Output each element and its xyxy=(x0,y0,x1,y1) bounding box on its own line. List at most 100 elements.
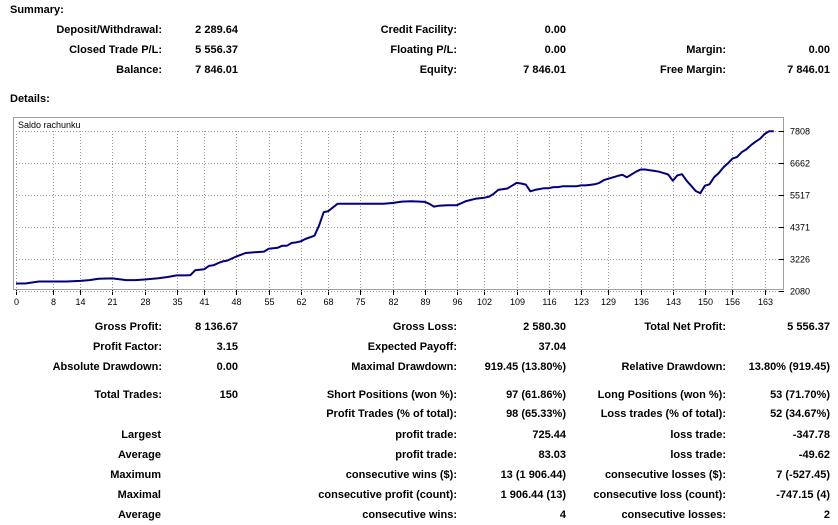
credit-facility-label: Credit Facility: xyxy=(380,24,457,36)
stat-label-row1-col3: Total Net Profit: xyxy=(644,321,726,333)
x-tick-label: 41 xyxy=(199,297,209,307)
x-tick-label: 129 xyxy=(601,297,616,307)
x-tick-label: 35 xyxy=(172,297,182,307)
details-heading: Details: xyxy=(10,93,50,105)
stat-value-row10-col2: 4 xyxy=(559,509,566,521)
stat-value-row1-col2: 2 580.30 xyxy=(523,321,566,333)
stat-value-row9-col2: 1 906.44 (13) xyxy=(500,489,566,501)
stat-value-row9-col3: -747.15 (4) xyxy=(776,489,830,501)
stat-label-row7-col2: profit trade: xyxy=(395,449,457,461)
deposit-withdrawal-value: 2 289.64 xyxy=(195,24,238,36)
x-tick-label: 62 xyxy=(296,297,306,307)
stat-label-row3-col2: Maximal Drawdown: xyxy=(351,361,457,373)
stat-label-row2-col1: Profit Factor: xyxy=(92,341,162,353)
x-tick-label: 48 xyxy=(231,297,241,307)
x-tick-label: 0 xyxy=(14,297,19,307)
stat-label-row10-col1: Average xyxy=(117,509,161,521)
stat-value-row3-col2: 919.45 (13.80%) xyxy=(484,361,566,373)
stat-label-row3-col3: Relative Drawdown: xyxy=(621,361,726,373)
balance-chart xyxy=(13,117,784,290)
y-tick-label: 7808 xyxy=(790,127,810,137)
x-tick-label: 123 xyxy=(574,297,589,307)
free-margin-value: 7 846.01 xyxy=(787,64,830,76)
x-tick-label: 21 xyxy=(107,297,117,307)
stat-value-row5-col3: 52 (34.67%) xyxy=(770,408,830,420)
equity-label: Equity: xyxy=(419,64,457,76)
stat-value-row10-col3: 2 xyxy=(823,509,830,521)
stat-label-row7-col1: Average xyxy=(117,449,161,461)
stat-label-row4-col2: Short Positions (won %): xyxy=(326,389,457,401)
stat-label-row7-col3: loss trade: xyxy=(670,449,726,461)
x-tick-label: 96 xyxy=(452,297,462,307)
stat-label-row1-col1: Gross Profit: xyxy=(94,321,162,333)
x-tick-label: 89 xyxy=(420,297,430,307)
stat-label-row8-col1: Maximum xyxy=(110,469,161,481)
stat-value-row3-col1: 0.00 xyxy=(216,361,238,373)
floating-pl-label: Floating P/L: xyxy=(390,44,457,56)
margin-value: 0.00 xyxy=(808,44,830,56)
stat-label-row5-col2: Profit Trades (% of total): xyxy=(326,408,457,420)
x-tick-label: 156 xyxy=(725,297,740,307)
stat-label-row3-col1: Absolute Drawdown: xyxy=(52,361,162,373)
stat-value-row4-col3: 53 (71.70%) xyxy=(770,389,830,401)
y-tick-label: 3226 xyxy=(790,255,810,265)
stat-value-row6-col3: -347.78 xyxy=(792,429,830,441)
stat-value-row2-col1: 3.15 xyxy=(216,341,238,353)
stat-value-row7-col3: -49.62 xyxy=(798,449,830,461)
x-tick-label: 150 xyxy=(698,297,713,307)
stat-value-row4-col2: 97 (61.86%) xyxy=(506,389,566,401)
stat-value-row4-col1: 150 xyxy=(219,389,238,401)
credit-facility-value: 0.00 xyxy=(544,24,566,36)
x-tick-label: 163 xyxy=(758,297,773,307)
closed-trade-pl-label: Closed Trade P/L: xyxy=(69,44,162,56)
margin-label: Margin: xyxy=(686,44,726,56)
y-tick-label: 5517 xyxy=(790,191,810,201)
stat-value-row5-col2: 98 (65.33%) xyxy=(506,408,566,420)
x-tick-label: 136 xyxy=(634,297,649,307)
x-tick-label: 116 xyxy=(542,297,556,307)
stat-label-row9-col3: consecutive loss (count): xyxy=(593,489,726,501)
balance-value: 7 846.01 xyxy=(195,64,238,76)
y-tick-label: 2080 xyxy=(790,287,810,297)
stat-label-row8-col3: consecutive losses ($): xyxy=(604,469,726,481)
stat-label-row1-col2: Gross Loss: xyxy=(392,321,457,333)
y-tick-label: 6662 xyxy=(790,159,810,169)
stat-label-row4-col3: Long Positions (won %): xyxy=(597,389,726,401)
balance-label: Balance: xyxy=(116,64,162,76)
stat-value-row8-col2: 13 (1 906.44) xyxy=(500,469,566,481)
stat-label-row10-col3: consecutive losses: xyxy=(621,509,726,521)
stat-label-row4-col1: Total Trades: xyxy=(94,389,162,401)
x-tick-label: 55 xyxy=(264,297,274,307)
summary-heading: Summary: xyxy=(10,4,64,16)
x-tick-label: 82 xyxy=(388,297,398,307)
deposit-withdrawal-label: Deposit/Withdrawal: xyxy=(56,24,162,36)
x-tick-label: 75 xyxy=(355,297,365,307)
y-tick-label: 4371 xyxy=(790,223,810,233)
stat-label-row6-col3: loss trade: xyxy=(670,429,726,441)
stat-value-row1-col3: 5 556.37 xyxy=(787,321,830,333)
stat-label-row8-col2: consecutive wins ($): xyxy=(345,469,457,481)
x-tick-label: 109 xyxy=(510,297,525,307)
stat-value-row6-col2: 725.44 xyxy=(532,429,566,441)
floating-pl-value: 0.00 xyxy=(544,44,566,56)
balance-chart-svg: Saldo rachunku 0 8 14 21 28 35 41 48 55 62 68 75 82 89… xyxy=(14,120,810,307)
x-tick-label: 68 xyxy=(323,297,333,307)
stat-value-row2-col2: 37.04 xyxy=(538,341,566,353)
stat-value-row3-col3: 13.80% (919.45) xyxy=(748,361,830,373)
stat-label-row6-col2: profit trade: xyxy=(395,429,457,441)
stat-label-row9-col1: Maximal xyxy=(117,489,161,501)
equity-value: 7 846.01 xyxy=(523,64,566,76)
stat-label-row9-col2: consecutive profit (count): xyxy=(318,489,457,501)
stat-value-row7-col2: 83.03 xyxy=(538,449,566,461)
x-tick-label: 143 xyxy=(666,297,681,307)
x-tick-label: 8 xyxy=(51,297,56,307)
x-tick-label: 14 xyxy=(75,297,85,307)
x-tick-label: 28 xyxy=(140,297,150,307)
x-tick-label: 102 xyxy=(477,297,492,307)
balance-line xyxy=(16,130,774,285)
closed-trade-pl-value: 5 556.37 xyxy=(195,44,238,56)
stat-label-row10-col2: consecutive wins: xyxy=(362,509,457,521)
stat-value-row1-col1: 8 136.67 xyxy=(195,321,238,333)
stat-label-row2-col2: Expected Payoff: xyxy=(367,341,457,353)
stat-label-row5-col3: Loss trades (% of total): xyxy=(600,408,726,420)
